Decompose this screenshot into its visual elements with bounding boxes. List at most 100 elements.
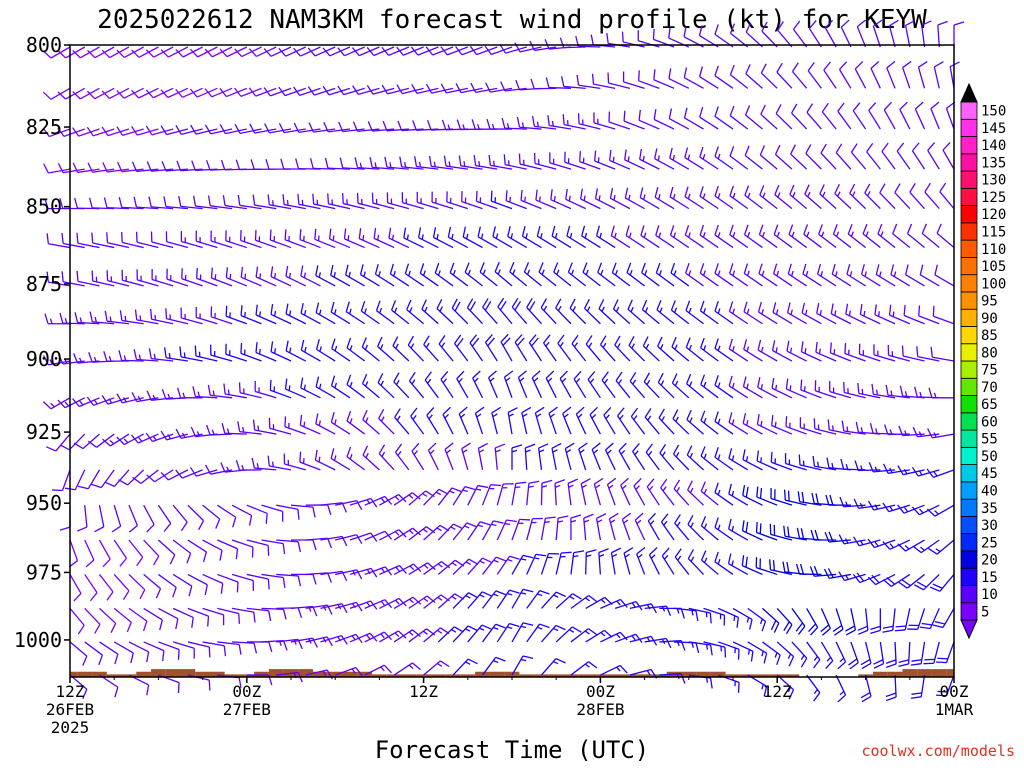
wind-barb — [845, 303, 866, 325]
wind-barb — [758, 224, 778, 249]
wind-barb — [290, 504, 316, 518]
wind-barb — [747, 607, 767, 632]
wind-barb — [103, 197, 129, 210]
wind-barb — [225, 343, 248, 362]
wind-barb — [458, 155, 483, 170]
wind-barb — [284, 229, 306, 249]
wind-barb — [932, 305, 955, 325]
y-tick-label: 850 — [26, 195, 62, 219]
wind-barb — [116, 433, 144, 446]
wind-barb — [189, 87, 218, 98]
wind-barb — [595, 225, 616, 249]
wind-barb — [425, 46, 454, 56]
wind-barb — [858, 343, 881, 362]
wind-barb — [933, 61, 944, 89]
wind-barb — [742, 449, 763, 471]
wind-barb — [928, 387, 954, 399]
wind-barb — [469, 45, 498, 56]
wind-barb — [579, 188, 601, 210]
wind-barb — [485, 82, 513, 93]
wind-barb — [772, 302, 793, 325]
colorbar-swatch — [960, 360, 978, 379]
wind-barb — [473, 155, 498, 170]
wind-barb — [250, 159, 277, 171]
wind-barb — [816, 263, 837, 287]
terrain-segment — [70, 671, 78, 677]
wind-barb — [497, 297, 513, 325]
wind-barb — [531, 370, 543, 399]
wind-barb — [206, 424, 233, 436]
wind-barb — [582, 262, 601, 287]
wind-barb — [337, 46, 365, 57]
wind-barb — [698, 66, 719, 89]
wind-barb — [128, 607, 148, 632]
wind-barb — [534, 406, 545, 435]
wind-barb — [857, 608, 869, 635]
colorbar-swatch — [960, 429, 978, 448]
wind-barb — [714, 517, 734, 541]
wind-barb — [280, 158, 306, 170]
wind-barb — [653, 69, 675, 89]
colorbar-swatch — [960, 602, 978, 621]
wind-barb — [835, 143, 852, 170]
wind-barb — [700, 337, 719, 362]
wind-barb — [550, 189, 572, 210]
terrain-segment — [902, 669, 918, 677]
colorbar-swatch — [960, 239, 978, 258]
wind-barb — [452, 658, 478, 676]
colorbar-swatch — [960, 498, 978, 517]
wind-barb — [464, 262, 483, 287]
wind-barb — [119, 310, 144, 325]
wind-barbs — [42, 19, 965, 703]
wind-barb — [265, 158, 291, 170]
wind-barb — [910, 674, 926, 699]
wind-barb — [600, 631, 628, 643]
terrain-segment — [430, 674, 446, 677]
colorbar-label: 150 — [981, 104, 1006, 120]
wind-barb — [757, 301, 778, 325]
wind-barb — [361, 373, 380, 399]
wind-barb — [714, 411, 734, 435]
wind-barb — [330, 264, 351, 287]
wind-barb — [299, 229, 321, 249]
wind-barb — [414, 156, 439, 170]
wind-barb — [600, 664, 628, 676]
wind-barb — [118, 197, 144, 210]
wind-barb — [145, 432, 174, 443]
wind-barb — [612, 299, 631, 325]
colorbar-label: 5 — [981, 604, 989, 620]
wind-barb — [784, 453, 807, 471]
y-tick-label: 1000 — [14, 628, 62, 652]
wind-barb — [106, 232, 130, 249]
wind-barb — [246, 607, 272, 622]
terrain-segment — [165, 669, 181, 677]
wind-barb — [396, 46, 424, 56]
x-tick-label: 00Z 1MAR — [935, 682, 974, 719]
wind-barb — [146, 161, 174, 172]
wind-barb — [399, 156, 424, 170]
wind-barb — [172, 607, 194, 628]
wind-barb — [742, 485, 763, 506]
wind-barb — [807, 61, 822, 89]
wind-barb — [86, 126, 115, 137]
wind-barb — [699, 186, 719, 210]
colorbar-label: 60 — [981, 414, 998, 430]
wind-barb — [808, 20, 822, 48]
wind-barb — [852, 572, 881, 584]
wind-barb — [555, 298, 572, 325]
wind-barb — [658, 408, 675, 435]
wind-barb — [624, 149, 645, 170]
wind-barb — [467, 557, 493, 575]
wind-barb — [801, 302, 822, 325]
wind-barb — [581, 225, 601, 249]
wind-barb — [341, 193, 365, 210]
wind-barb — [194, 345, 218, 362]
wind-barb — [481, 520, 504, 541]
colorbar-label: 95 — [981, 294, 998, 310]
wind-barb — [598, 548, 609, 575]
wind-barb — [246, 539, 270, 556]
wind-barb — [240, 305, 262, 325]
wind-barb — [202, 539, 223, 561]
wind-barb — [351, 46, 380, 57]
wind-barb — [630, 407, 646, 435]
